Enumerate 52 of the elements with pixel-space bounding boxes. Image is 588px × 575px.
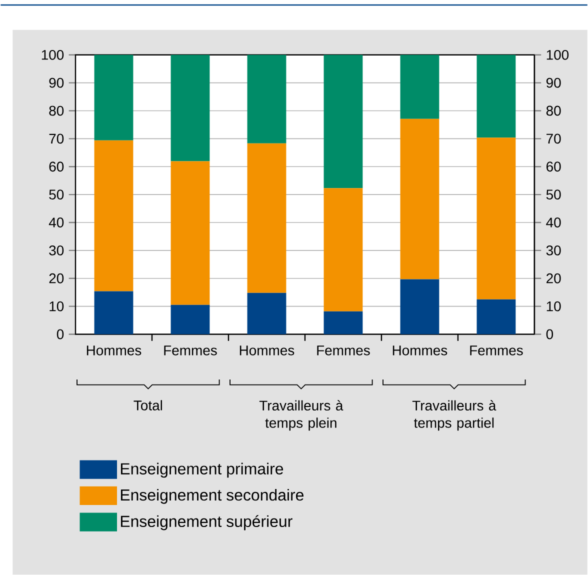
x-tick-label: Femmes — [470, 346, 523, 356]
y2-tick-label: 20 — [49, 274, 64, 284]
text: Travailleurs à temps plein — [259, 400, 344, 431]
bar — [170, 55, 210, 162]
y-tick-label: 60 — [546, 162, 561, 172]
bar — [94, 55, 134, 141]
bar — [324, 311, 363, 334]
y2-tick-label: 80 — [49, 106, 64, 116]
y-tick-label: 70 — [546, 134, 561, 144]
y2-tick-label: 50 — [49, 190, 64, 200]
y-tick-label: 0 — [546, 329, 554, 340]
y-tick-label: 20 — [546, 274, 561, 284]
y-tick-label: 50 — [546, 190, 561, 200]
legend-label: Enseignement supérieur — [120, 515, 292, 530]
y2-tick-label: 90 — [49, 78, 64, 88]
bar — [324, 188, 363, 312]
y-tick-label: 100 — [546, 50, 569, 60]
y2-tick-label: 40 — [48, 218, 64, 228]
y-tick-label: 10 — [546, 302, 561, 312]
y2-tick-label: 30 — [49, 246, 64, 256]
x-tick-label: Hommes — [86, 346, 142, 356]
bar — [476, 299, 516, 334]
bar — [247, 55, 286, 144]
y2-tick-label: 60 — [49, 162, 64, 172]
y2-tick-label: 10 — [50, 302, 64, 312]
bar — [324, 55, 363, 188]
y-tick-label: 30 — [546, 246, 561, 256]
y-tick-label: 80 — [546, 106, 561, 116]
text: Total — [134, 400, 162, 411]
bar — [400, 119, 440, 280]
bar — [247, 293, 286, 334]
bar — [400, 55, 440, 120]
bar — [170, 305, 210, 334]
x-tick-label: Hommes — [392, 346, 448, 356]
x-tick-label: Femmes — [164, 346, 217, 356]
bar — [476, 138, 516, 300]
bar — [476, 55, 516, 138]
y2-tick-label: 70 — [49, 134, 64, 144]
y2-tick-label: 100 — [42, 50, 64, 60]
y-tick-label: 40 — [546, 218, 561, 228]
bar — [170, 161, 210, 306]
bar — [94, 291, 134, 334]
bar — [247, 144, 286, 294]
text: Travailleurs à temps partiel — [412, 400, 496, 431]
bar — [400, 279, 440, 334]
y-tick-label: 90 — [546, 78, 561, 88]
x-tick-label: Femmes — [317, 346, 370, 356]
legend-label: Enseignement secondaire — [120, 489, 304, 504]
bar — [94, 140, 134, 292]
y2-tick-label: 0 — [56, 329, 64, 340]
x-tick-label: Hommes — [240, 346, 294, 356]
legend-label: Enseignement primaire — [120, 462, 284, 478]
